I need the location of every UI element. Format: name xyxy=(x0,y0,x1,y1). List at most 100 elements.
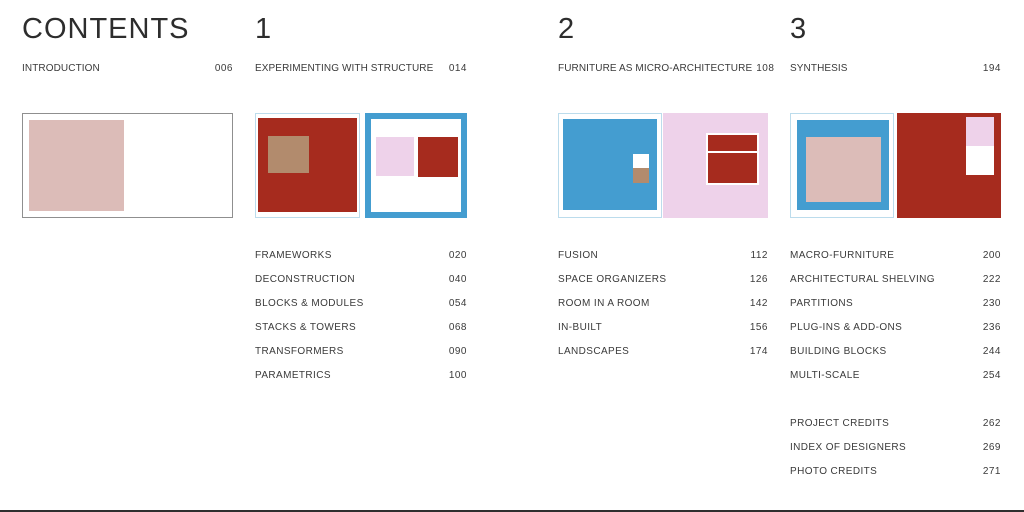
chapter-2-number: 2 xyxy=(558,13,576,45)
toc-entry-label: TRANSFORMERS xyxy=(255,345,344,357)
toc-entry: BLOCKS & MODULES 054 xyxy=(255,291,467,315)
chapter-1-entry: EXPERIMENTING WITH STRUCTURE 014 xyxy=(255,62,467,76)
toc-entry: FRAMEWORKS 020 xyxy=(255,243,467,267)
intro-thumbnail xyxy=(22,113,233,218)
toc-entry: PHOTO CREDITS 271 xyxy=(790,459,1001,483)
toc-entry: MULTI-SCALE 254 xyxy=(790,363,1001,387)
artwork-white-square xyxy=(633,154,649,168)
artwork-stacked-blocks xyxy=(706,133,759,185)
toc-entry: ARCHITECTURAL SHELVING 222 xyxy=(790,267,1001,291)
toc-entry-label: BLOCKS & MODULES xyxy=(255,297,364,309)
chapter-3-thumbnail-left xyxy=(790,113,894,218)
intro-page-number: 006 xyxy=(214,63,233,74)
chapter-2-title: FURNITURE AS MICRO-ARCHITECTURE xyxy=(558,63,753,74)
artwork-red-field xyxy=(258,118,357,212)
page-bottom-edge xyxy=(0,510,1024,512)
chapter-2-page-number: 108 xyxy=(756,63,775,74)
toc-entry: PLUG-INS & ADD-ONS 236 xyxy=(790,315,1001,339)
toc-entry: FUSION 112 xyxy=(558,243,768,267)
chapter-3-section-list: MACRO-FURNITURE 200 ARCHITECTURAL SHELVI… xyxy=(790,243,1001,387)
artwork-blue-frame xyxy=(797,120,889,210)
toc-entry-label: ROOM IN A ROOM xyxy=(558,297,650,309)
toc-entry-label: PHOTO CREDITS xyxy=(790,465,878,477)
artwork-blue-field xyxy=(563,119,657,210)
toc-entry-page: 262 xyxy=(982,417,1001,429)
toc-entry-page: 244 xyxy=(982,345,1001,357)
chapter-2-section-list: FUSION 112 SPACE ORGANIZERS 126 ROOM IN … xyxy=(558,243,768,363)
toc-entry-label: FUSION xyxy=(558,249,599,261)
intro-artwork-square xyxy=(29,120,124,211)
chapter-2-thumbnail-strip xyxy=(558,113,768,218)
toc-entry-label: PARAMETRICS xyxy=(255,369,331,381)
artwork-tan-square xyxy=(633,168,649,183)
artwork-pink-square xyxy=(376,137,414,176)
toc-entry-label: DECONSTRUCTION xyxy=(255,273,356,285)
toc-entry-page: 230 xyxy=(982,297,1001,309)
chapter-3-title: SYNTHESIS xyxy=(790,63,848,74)
toc-entry: PROJECT CREDITS 262 xyxy=(790,411,1001,435)
toc-entry-label: INDEX OF DESIGNERS xyxy=(790,441,907,453)
intro-thumbnail-strip xyxy=(22,113,233,218)
chapter-1-thumbnail-strip xyxy=(255,113,467,218)
chapter-1-number: 1 xyxy=(255,13,273,45)
chapter-3-thumbnail-right xyxy=(897,113,1001,218)
toc-entry-label: LANDSCAPES xyxy=(558,345,630,357)
toc-entry-label: FRAMEWORKS xyxy=(255,249,332,261)
artwork-rose-square xyxy=(806,137,881,202)
toc-entry: PARTITIONS 230 xyxy=(790,291,1001,315)
chapter-3-number: 3 xyxy=(790,13,808,45)
toc-entry-label: MACRO-FURNITURE xyxy=(790,249,895,261)
chapter-2-entry: FURNITURE AS MICRO-ARCHITECTURE 108 xyxy=(558,62,774,76)
toc-entry: MACRO-FURNITURE 200 xyxy=(790,243,1001,267)
toc-entry-page: 054 xyxy=(448,297,467,309)
toc-entry-page: 222 xyxy=(982,273,1001,285)
toc-entry: STACKS & TOWERS 068 xyxy=(255,315,467,339)
toc-entry-page: 142 xyxy=(749,297,768,309)
toc-entry-page: 271 xyxy=(982,465,1001,477)
toc-entry: DECONSTRUCTION 040 xyxy=(255,267,467,291)
chapter-1-thumbnail-left xyxy=(255,113,360,218)
toc-entry-label: PARTITIONS xyxy=(790,297,854,309)
chapter-3-thumbnail-strip xyxy=(790,113,1001,218)
toc-entry: ROOM IN A ROOM 142 xyxy=(558,291,768,315)
toc-entry-page: 100 xyxy=(448,369,467,381)
chapter-1-page-number: 014 xyxy=(448,63,467,74)
toc-entry-page: 040 xyxy=(448,273,467,285)
chapter-1-title: EXPERIMENTING WITH STRUCTURE xyxy=(255,63,434,74)
page-title: CONTENTS xyxy=(22,13,190,45)
contents-column: CONTENTS INTRODUCTION 006 xyxy=(22,0,233,512)
toc-entry: INDEX OF DESIGNERS 269 xyxy=(790,435,1001,459)
chapter-3-entry: SYNTHESIS 194 xyxy=(790,62,1001,76)
chapter-2-thumbnail-right xyxy=(663,113,768,218)
chapter-3-page-number: 194 xyxy=(982,63,1001,74)
toc-entry-label: PLUG-INS & ADD-ONS xyxy=(790,321,903,333)
chapter-1-column: 1 EXPERIMENTING WITH STRUCTURE 014 FRAME… xyxy=(255,0,467,512)
chapter-2-column: 2 FURNITURE AS MICRO-ARCHITECTURE 108 FU xyxy=(558,0,774,512)
intro-entry: INTRODUCTION 006 xyxy=(22,62,233,76)
toc-entry: SPACE ORGANIZERS 126 xyxy=(558,267,768,291)
chapter-1-section-list: FRAMEWORKS 020 DECONSTRUCTION 040 BLOCKS… xyxy=(255,243,467,387)
chapter-3-column: 3 SYNTHESIS 194 MACRO-FURNITURE 200 ARCH… xyxy=(790,0,1001,512)
toc-entry: TRANSFORMERS 090 xyxy=(255,339,467,363)
toc-entry-label: BUILDING BLOCKS xyxy=(790,345,887,357)
toc-entry: LANDSCAPES 174 xyxy=(558,339,768,363)
toc-entry-page: 126 xyxy=(749,273,768,285)
artwork-red-block-bottom xyxy=(708,153,757,183)
toc-entry-label: STACKS & TOWERS xyxy=(255,321,357,333)
toc-entry-page: 020 xyxy=(448,249,467,261)
chapter-2-thumbnail-left xyxy=(558,113,662,218)
artwork-pink-block xyxy=(966,117,994,146)
toc-entry-page: 269 xyxy=(982,441,1001,453)
toc-entry-page: 090 xyxy=(448,345,467,357)
toc-entry-page: 112 xyxy=(750,249,768,261)
toc-entry: BUILDING BLOCKS 244 xyxy=(790,339,1001,363)
toc-entry: IN-BUILT 156 xyxy=(558,315,768,339)
toc-entry-label: MULTI-SCALE xyxy=(790,369,860,381)
toc-entry-label: ARCHITECTURAL SHELVING xyxy=(790,273,935,285)
artwork-tan-square xyxy=(268,136,309,173)
toc-entry-page: 156 xyxy=(749,321,768,333)
appendix-list: PROJECT CREDITS 262 INDEX OF DESIGNERS 2… xyxy=(790,411,1001,483)
toc-entry-page: 236 xyxy=(982,321,1001,333)
artwork-red-block-top xyxy=(708,135,757,151)
